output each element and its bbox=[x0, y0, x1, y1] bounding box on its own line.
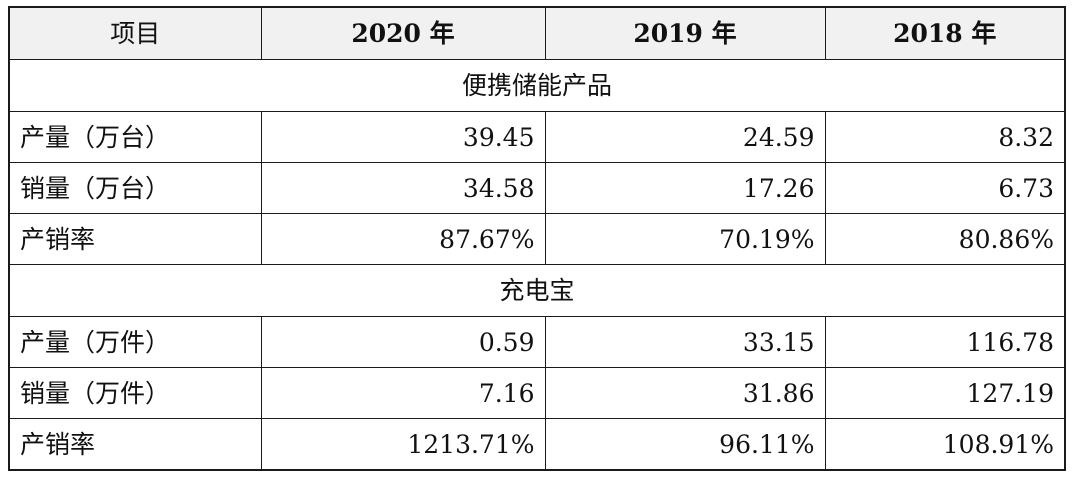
table-row: 产销率 87.67% 70.19% 80.86% bbox=[8, 213, 1066, 265]
document-page: 项目 2020 年 2019 年 2018 年 便携储能产品 产量（万台） 39… bbox=[8, 6, 1066, 482]
cell-value: 34.58 bbox=[260, 162, 546, 214]
table-row: 销量（万件） 7.16 31.86 127.19 bbox=[8, 367, 1066, 419]
header-row: 项目 2020 年 2019 年 2018 年 bbox=[8, 6, 1066, 60]
cell-value: 127.19 bbox=[824, 367, 1066, 419]
cell-value: 80.86% bbox=[824, 213, 1066, 265]
header-item: 项目 bbox=[8, 6, 262, 60]
row-label: 产量（万件） bbox=[8, 316, 262, 368]
section-row-power-bank: 充电宝 bbox=[8, 264, 1066, 317]
section-title: 充电宝 bbox=[8, 264, 1066, 317]
table-row: 销量（万台） 34.58 17.26 6.73 bbox=[8, 162, 1066, 214]
cell-value: 70.19% bbox=[544, 213, 826, 265]
section-title: 便携储能产品 bbox=[8, 59, 1066, 112]
cell-value: 0.59 bbox=[260, 316, 546, 368]
header-year-2020: 2020 年 bbox=[260, 6, 546, 60]
table-row: 产量（万件） 0.59 33.15 116.78 bbox=[8, 316, 1066, 368]
section-row-portable-storage: 便携储能产品 bbox=[8, 59, 1066, 112]
header-year-2019: 2019 年 bbox=[544, 6, 826, 60]
cell-value: 39.45 bbox=[260, 111, 546, 163]
cell-value: 96.11% bbox=[544, 418, 826, 471]
cell-value: 31.86 bbox=[544, 367, 826, 419]
cell-value: 33.15 bbox=[544, 316, 826, 368]
row-label: 销量（万台） bbox=[8, 162, 262, 214]
cell-value: 8.32 bbox=[824, 111, 1066, 163]
header-year-2018: 2018 年 bbox=[824, 6, 1066, 60]
cell-value: 6.73 bbox=[824, 162, 1066, 214]
table-row: 产销率 1213.71% 96.11% 108.91% bbox=[8, 418, 1066, 471]
cell-value: 108.91% bbox=[824, 418, 1066, 471]
row-label: 产销率 bbox=[8, 213, 262, 265]
cell-value: 116.78 bbox=[824, 316, 1066, 368]
cell-value: 17.26 bbox=[544, 162, 826, 214]
cell-value: 87.67% bbox=[260, 213, 546, 265]
cell-value: 7.16 bbox=[260, 367, 546, 419]
cell-value: 1213.71% bbox=[260, 418, 546, 471]
cell-value: 24.59 bbox=[544, 111, 826, 163]
row-label: 销量（万件） bbox=[8, 367, 262, 419]
table-row: 产量（万台） 39.45 24.59 8.32 bbox=[8, 111, 1066, 163]
row-label: 产销率 bbox=[8, 418, 262, 471]
production-sales-table: 项目 2020 年 2019 年 2018 年 便携储能产品 产量（万台） 39… bbox=[8, 6, 1066, 471]
row-label: 产量（万台） bbox=[8, 111, 262, 163]
